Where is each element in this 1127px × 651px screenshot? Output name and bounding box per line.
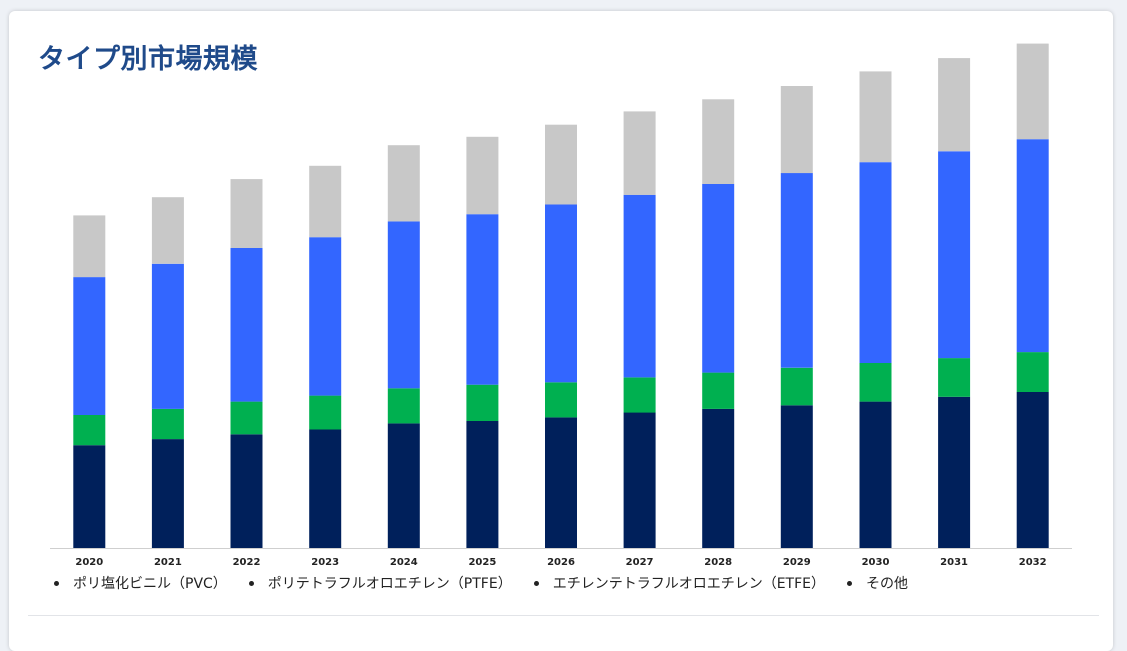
bar-segment-2021-s3	[151, 197, 184, 264]
x-tick-label: 2025	[468, 557, 496, 568]
bar-segment-2020-s3	[73, 215, 106, 278]
bar-segment-2030-s1	[859, 362, 892, 402]
legend-item-etfe[interactable]: エチレンテトラフルオロエチレン（ETFE）	[533, 573, 825, 593]
bar-segment-2024-s1	[387, 388, 420, 424]
x-tick-label: 2028	[704, 557, 732, 568]
bar-segment-2029-s2	[780, 173, 813, 368]
bar-segment-2022-s3	[230, 179, 263, 248]
legend-item-pvc[interactable]: ポリ塩化ビニル（PVC）	[54, 573, 227, 593]
legend-item-other[interactable]: その他	[847, 573, 908, 593]
legend-item-ptfe[interactable]: ポリテトラフルオロエチレン（PTFE）	[248, 573, 512, 593]
bar-segment-2024-s2	[387, 221, 420, 389]
bar-segment-2021-s1	[151, 408, 184, 440]
x-tick-label: 2032	[1019, 557, 1047, 568]
x-tick-label: 2020	[75, 557, 103, 568]
bar-segment-2032-s2	[1016, 139, 1049, 353]
legend-label: ポリテトラフルオロエチレン（PTFE）	[267, 576, 512, 592]
bar-segment-2020-s1	[73, 415, 106, 446]
bar-segment-2023-s2	[309, 237, 342, 396]
x-tick-label: 2030	[862, 557, 890, 568]
bar-segment-2028-s0	[702, 408, 735, 548]
chart-title: タイプ別市場規模	[38, 44, 258, 75]
bar-segment-2031-s1	[938, 358, 971, 397]
bar-segment-2032-s1	[1016, 352, 1049, 392]
legend-bullet-icon	[248, 580, 254, 586]
bar-segment-2021-s0	[151, 439, 184, 548]
stacked-bar-chart: 2020 2021 2022 2023 2024 2025 2026 2027 2028 2029…	[50, 43, 1072, 568]
bar-segment-2026-s3	[545, 124, 577, 205]
x-tick-label: 2029	[783, 557, 811, 568]
bar-segment-2031-s3	[938, 58, 971, 152]
legend-bullet-icon	[54, 580, 59, 586]
bar-segment-2020-s2	[73, 277, 106, 415]
bar-segment-2028-s2	[702, 183, 735, 373]
bar-segment-2027-s2	[623, 194, 656, 378]
bar-segment-2025-s2	[466, 214, 499, 385]
bar-segment-2030-s0	[859, 401, 892, 548]
bar-segment-2027-s1	[623, 377, 656, 413]
bar-segment-2021-s2	[151, 263, 184, 409]
bar-segment-2031-s0	[938, 396, 971, 548]
bar-segment-2024-s0	[387, 423, 420, 548]
bar-segment-2028-s3	[702, 99, 735, 184]
bar-segment-2023-s1	[309, 395, 342, 430]
bar-segment-2029-s0	[780, 405, 813, 548]
x-tick-label: 2027	[626, 557, 654, 568]
bar-segment-2030-s2	[859, 162, 892, 363]
legend-bullet-icon	[533, 580, 539, 586]
legend-label: エチレンテトラフルオロエチレン（ETFE）	[552, 576, 825, 592]
bar-segment-2022-s2	[230, 248, 263, 402]
bar-segment-2022-s0	[230, 434, 263, 548]
bar-segment-2023-s3	[309, 165, 342, 238]
bar-segment-2029-s3	[780, 86, 813, 174]
bar-segment-2028-s1	[702, 372, 735, 409]
x-tick-label: 2031	[940, 557, 968, 568]
x-tick-label: 2021	[154, 557, 182, 568]
bar-segment-2026-s0	[545, 417, 577, 548]
bar-segment-2020-s0	[73, 445, 106, 548]
bar-segment-2024-s3	[387, 145, 420, 222]
bar-segment-2032-s0	[1016, 392, 1049, 548]
bar-segment-2027-s3	[623, 111, 656, 195]
bar-segment-2025-s3	[466, 136, 499, 215]
legend-bullet-icon	[847, 580, 852, 586]
bar-segment-2029-s1	[780, 367, 813, 406]
legend-label: その他	[866, 576, 908, 592]
bar-segment-2022-s1	[230, 401, 263, 435]
bar-segment-2026-s2	[545, 204, 577, 383]
legend: ポリ塩化ビニル（PVC） ポリテトラフルオロエチレン（PTFE） エチレンテトラ…	[54, 573, 908, 593]
bar-segment-2030-s3	[859, 71, 892, 163]
bar-segment-2032-s3	[1016, 43, 1049, 140]
bar-segment-2027-s0	[623, 412, 656, 548]
bar-segment-2025-s0	[466, 421, 499, 548]
legend-label: ポリ塩化ビニル（PVC）	[73, 576, 227, 592]
bar-segment-2025-s1	[466, 384, 499, 421]
x-tick-label: 2024	[390, 557, 418, 568]
bar-segment-2031-s2	[938, 151, 971, 359]
bar-segment-2023-s0	[309, 429, 342, 548]
divider	[28, 615, 1099, 616]
x-tick-label: 2023	[311, 557, 339, 568]
x-tick-label: 2026	[547, 557, 575, 568]
bar-segment-2026-s1	[545, 382, 577, 418]
x-tick-label: 2022	[233, 557, 261, 568]
